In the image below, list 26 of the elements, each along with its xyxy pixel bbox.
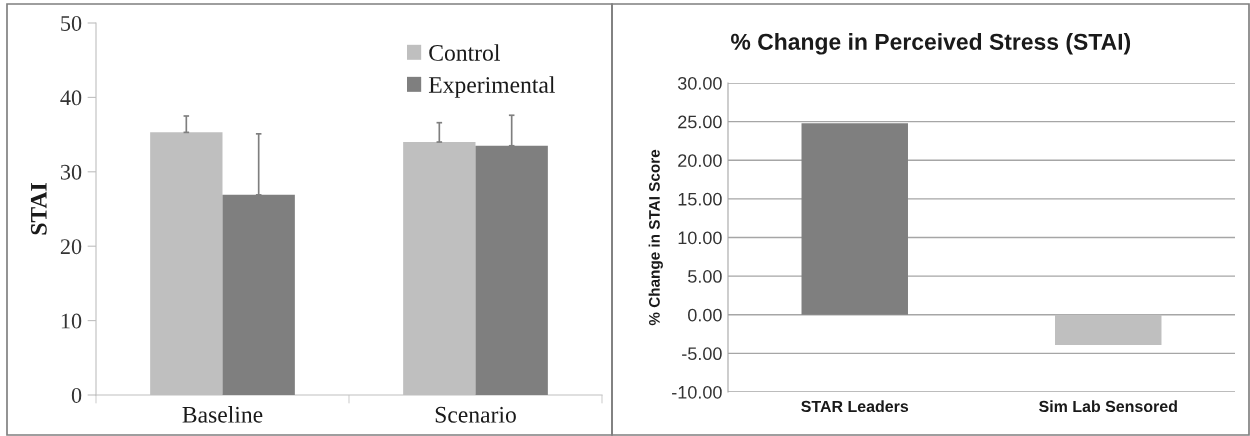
x-tick-label: STAR Leaders [801,400,909,413]
y-axis-title: STAI [30,183,47,235]
y-tick-label: 15.00 [678,192,722,206]
y-tick-label: -10.00 [672,385,722,399]
y-tick-label: 0 [71,387,82,403]
y-tick-label: 0.00 [688,308,722,322]
y-tick-label: 50 [61,15,82,31]
legend-label: Control [429,44,500,61]
y-axis-title: % Change in STAI Score [648,149,663,326]
y-tick-label: 40 [60,90,82,106]
y-tick-label: -5.00 [682,347,722,361]
y-tick-label: 10 [61,313,82,329]
y-tick-label: 25.00 [678,115,722,129]
bar [222,194,295,395]
x-tick-label: Sim Lab Sensored [1039,400,1177,413]
y-tick-label: 5.00 [688,270,722,283]
chart-title: % Change in Perceived Stress (STAI) [731,33,1131,55]
y-tick-label: 20.00 [678,154,722,167]
y-tick-label: 30.00 [677,76,722,90]
y-tick-label: 20 [60,239,82,255]
y-tick-label: 10.00 [678,231,722,245]
x-tick-label: Scenario [435,406,516,423]
x-tick-label: Baseline [182,406,263,423]
bar [475,145,548,395]
y-tick-label: 30 [60,164,82,180]
legend-label: Experimental [428,76,555,98]
